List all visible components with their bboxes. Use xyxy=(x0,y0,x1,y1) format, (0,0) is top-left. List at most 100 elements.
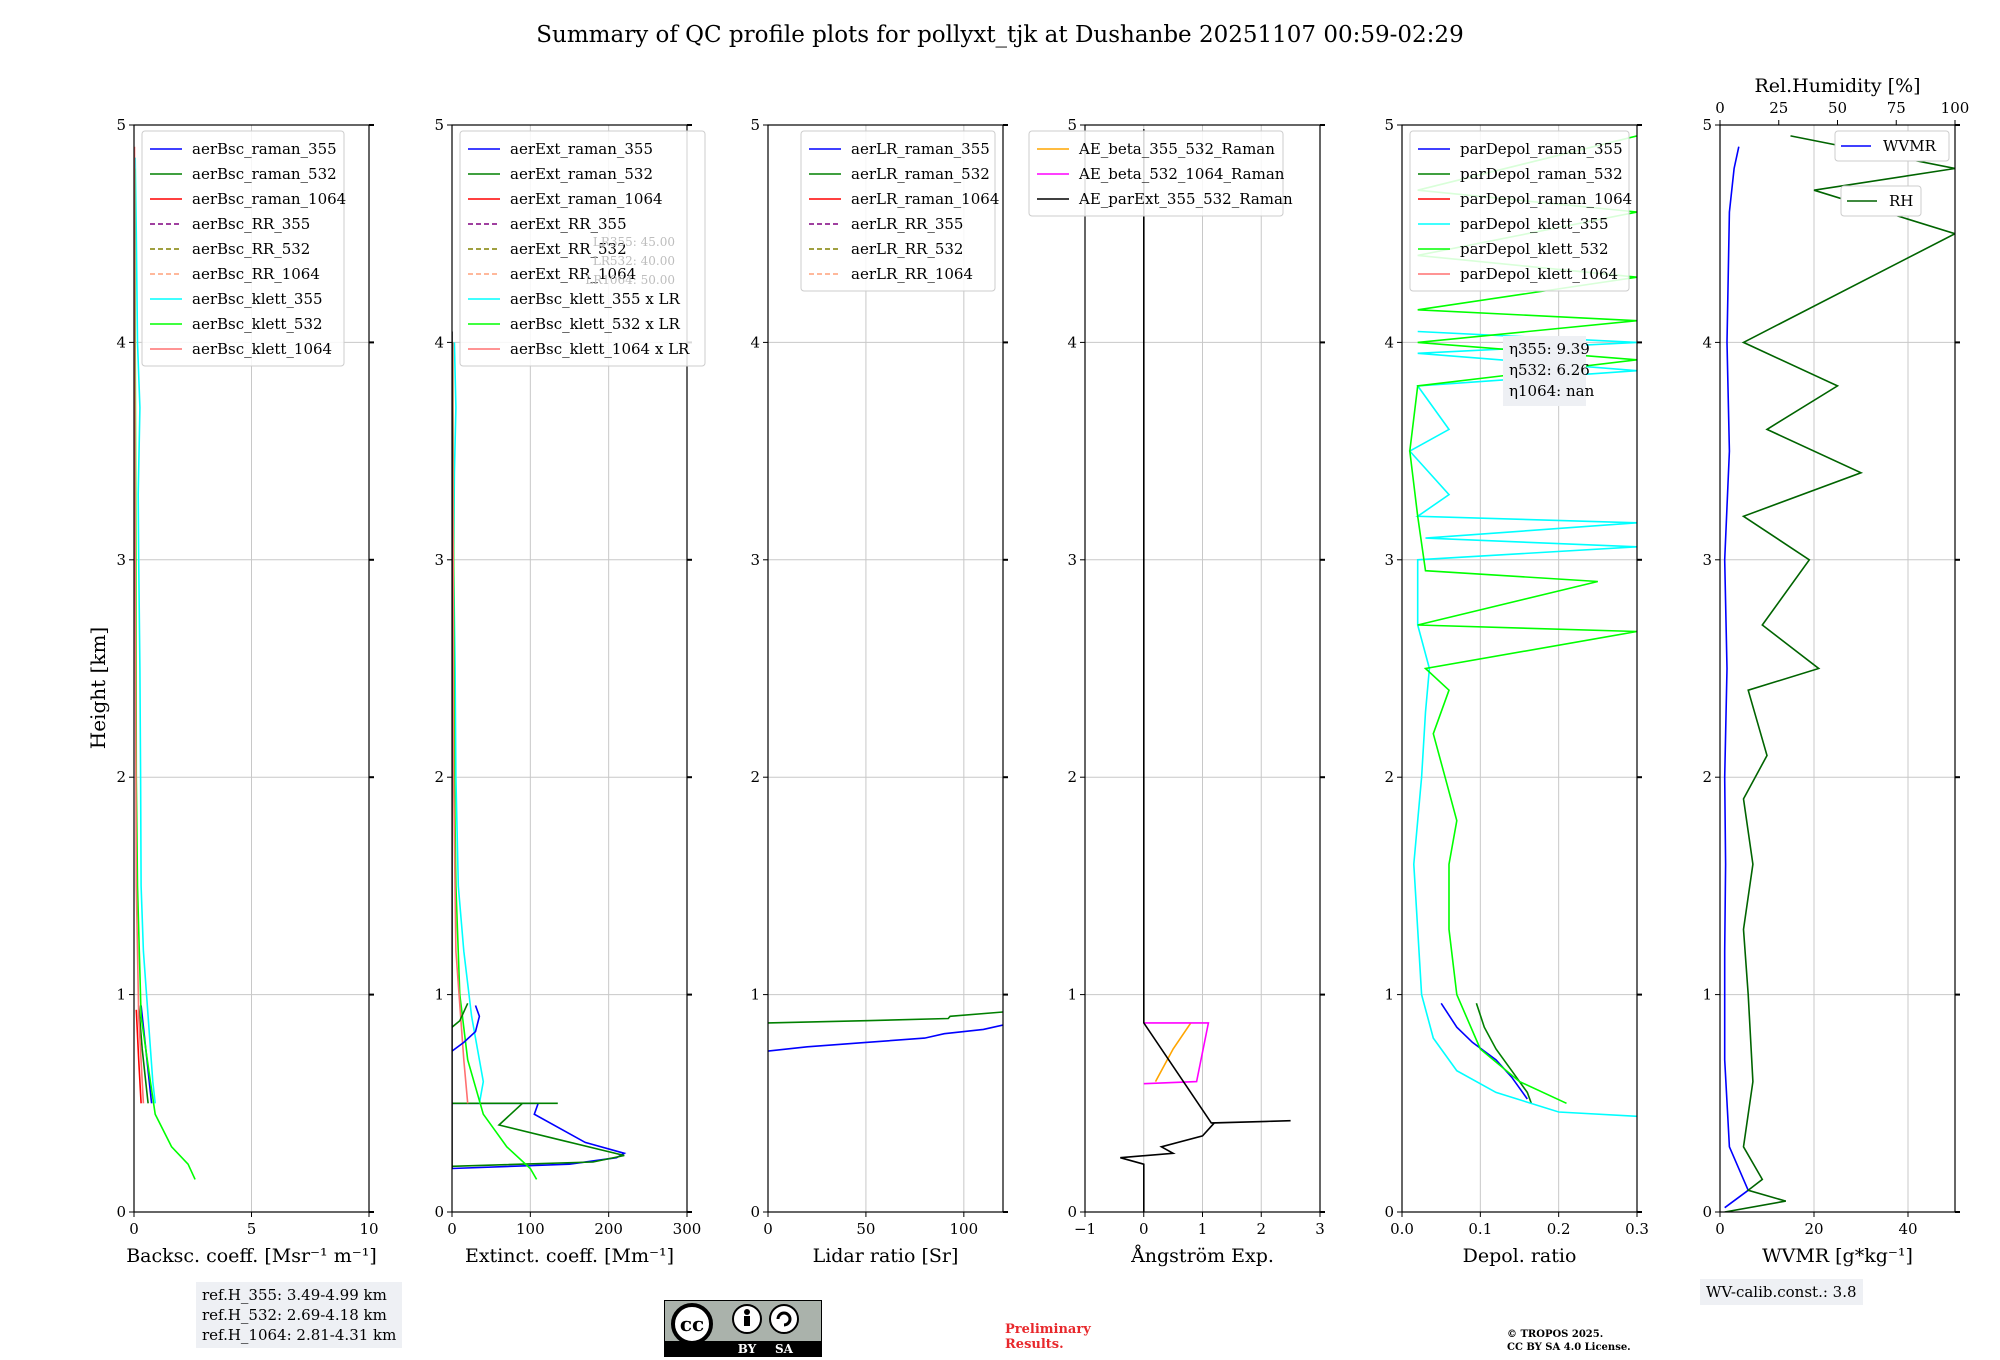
y-tick-label: 4 xyxy=(1702,333,1712,351)
legend: aerExt_raman_355 aerExt_raman_532 aerExt_r… xyxy=(459,130,706,367)
series-aerExt_raman_355 upper xyxy=(452,1005,481,1052)
legend-label-aerLR_raman_1064: aerLR_raman_1064 xyxy=(851,190,999,208)
x-tick-label: 0 xyxy=(1715,1220,1725,1238)
x-tick-label: 1 xyxy=(1198,1220,1208,1238)
reference-heights-box: ref.H_355: 3.49-4.99 km ref.H_532: 2.69-… xyxy=(196,1282,403,1348)
y-tick-label: 3 xyxy=(1702,551,1712,569)
series-parDepol_raman_532 xyxy=(1475,1003,1533,1104)
y-tick-label: 4 xyxy=(750,333,760,351)
x-tick-label: −1 xyxy=(1074,1220,1096,1238)
series-aerBsc_klett_1064 x LR xyxy=(452,342,469,1104)
y-tick-label: 5 xyxy=(1702,116,1712,134)
x-tick-label: 0.2 xyxy=(1547,1220,1571,1238)
legend-label-aerExt_raman_1064: aerExt_raman_1064 xyxy=(510,190,663,208)
cc-text: cc xyxy=(680,1312,704,1336)
legend: aerLR_raman_355 aerLR_raman_532 aerLR_rama… xyxy=(800,130,999,292)
y-tick-label: 2 xyxy=(1384,768,1394,786)
legend-box xyxy=(1028,130,1284,217)
series-RH xyxy=(1724,135,1955,1212)
eta-value: η532: 6.26 xyxy=(1509,361,1590,379)
y-tick-label: 1 xyxy=(1702,986,1712,1004)
series-aerExt_raman_355 xyxy=(452,1102,627,1170)
y-tick-label: 3 xyxy=(750,551,760,569)
x-tick-label: 10 xyxy=(359,1220,378,1238)
preliminary-results-note: Preliminary Results. xyxy=(1005,1322,1091,1352)
lidar-ratio-note: LR532: 40.00 xyxy=(593,254,675,268)
x-axis-label: WVMR [g*kg⁻¹] xyxy=(1762,1245,1913,1267)
legend-label-aerBsc_klett_1064 x LR: aerBsc_klett_1064 x LR xyxy=(510,340,690,358)
x-tick-label: 300 xyxy=(673,1220,702,1238)
y-tick-label: 2 xyxy=(1067,768,1077,786)
legend-label-aerBsc_klett_355: aerBsc_klett_355 xyxy=(192,290,323,308)
x-tick-label: 0 xyxy=(447,1220,457,1238)
series-AE_beta_355_532_Raman xyxy=(1154,1022,1192,1082)
lidar-ratio-note: LR1064: 50.00 xyxy=(585,273,675,287)
legend-label-aerBsc_raman_1064: aerBsc_raman_1064 xyxy=(192,190,346,208)
y-tick-label: 1 xyxy=(434,986,444,1004)
y-tick-label: 0 xyxy=(1702,1203,1712,1221)
y-axis-label: Height [km] xyxy=(86,627,110,749)
series-aerExt_raman_532 xyxy=(452,1102,625,1168)
eta-value: η1064: nan xyxy=(1509,382,1595,400)
eta-annotation-box: η355: 9.39 η532: 6.26 η1064: nan xyxy=(1503,336,1595,406)
series-parDepol_klett_355 xyxy=(1408,330,1637,1118)
axes-frame xyxy=(1719,124,1956,1213)
legend-label-aerExt_raman_532: aerExt_raman_532 xyxy=(510,165,653,183)
legend-label-parDepol_raman_355: parDepol_raman_355 xyxy=(1460,140,1623,158)
x-tick-label: 0 xyxy=(1139,1220,1149,1238)
y-tick-label: 4 xyxy=(1067,333,1077,351)
legend-label-aerExt_RR_532: aerExt_RR_532 xyxy=(510,240,627,258)
series-aerLR_raman_355 xyxy=(768,1024,1003,1052)
y-tick-label: 2 xyxy=(1702,768,1712,786)
y-tick-label: 3 xyxy=(1067,551,1077,569)
x-tick-label: 100 xyxy=(950,1220,979,1238)
top-x-tick-label: 25 xyxy=(1769,99,1788,117)
legend-label-aerBsc_raman_355: aerBsc_raman_355 xyxy=(192,140,337,158)
y-tick-label: 5 xyxy=(1067,116,1077,134)
x-tick-label: 5 xyxy=(247,1220,257,1238)
legend-label-aerLR_RR_355: aerLR_RR_355 xyxy=(851,215,963,233)
ref-height-355: ref.H_355: 3.49-4.99 km xyxy=(202,1286,387,1304)
legend-label: RH xyxy=(1889,192,1913,210)
legend-box xyxy=(459,130,706,367)
y-tick-label: 4 xyxy=(434,333,444,351)
panel-wv: 0 20 40 0 1 2 3 4 5 WVMR [g*kg⁻¹] 0 25 50 75 100 Rel.Hu… xyxy=(1702,75,1969,1267)
share-alike-icon xyxy=(769,1304,799,1334)
y-tick-label: 1 xyxy=(750,986,760,1004)
series-aerExt_raman_532 upper xyxy=(452,1002,469,1028)
x-axis-label: Backsc. coeff. [Msr⁻¹ m⁻¹] xyxy=(126,1245,377,1267)
legend-WVMR: WVMR xyxy=(1834,130,1950,162)
x-tick-label: 0.3 xyxy=(1625,1220,1649,1238)
legend-box xyxy=(800,130,996,292)
axes-frame xyxy=(1401,124,1638,1213)
panel-ext: 0 100 200 300 0 1 2 3 4 5 Extinct. coeff. [Mm⁻¹] ae… xyxy=(434,116,706,1267)
y-tick-label: 5 xyxy=(116,116,126,134)
x-axis-label: Extinct. coeff. [Mm⁻¹] xyxy=(465,1245,674,1267)
eta-box xyxy=(1503,336,1586,406)
legend-label-parDepol_raman_532: parDepol_raman_532 xyxy=(1460,165,1623,183)
series-AE_beta_532_1064_Raman xyxy=(1143,1022,1210,1085)
figure-title: Summary of QC profile plots for pollyxt_… xyxy=(536,22,1464,48)
legend-label-aerBsc_RR_355: aerBsc_RR_355 xyxy=(192,215,310,233)
series-WVMR xyxy=(1723,146,1750,1209)
series-aerBsc_raman_1064 xyxy=(135,1009,142,1104)
y-tick-label: 2 xyxy=(434,768,444,786)
y-tick-label: 5 xyxy=(750,116,760,134)
y-tick-label: 3 xyxy=(434,551,444,569)
legend-box xyxy=(1840,185,1922,217)
by-label: BY xyxy=(738,1342,757,1356)
series-aerBsc_klett_1064 xyxy=(134,146,145,1104)
y-tick-label: 4 xyxy=(1384,333,1394,351)
preliminary-line-2: Results. xyxy=(1005,1337,1064,1352)
y-tick-label: 0 xyxy=(434,1203,444,1221)
legend-label-aerBsc_klett_532: aerBsc_klett_532 xyxy=(192,315,323,333)
legend: aerBsc_raman_355 aerBsc_raman_532 aerBsc_r… xyxy=(141,130,346,367)
legend-label-aerBsc_klett_355 x LR: aerBsc_klett_355 x LR xyxy=(510,290,681,308)
legend-box xyxy=(1834,130,1950,162)
x-tick-label: 0 xyxy=(129,1220,139,1238)
y-tick-label: 3 xyxy=(116,551,126,569)
x-tick-label: 50 xyxy=(856,1220,875,1238)
x-tick-label: 0 xyxy=(763,1220,773,1238)
series-AE_parExt_355_532_Raman xyxy=(1120,129,1291,1212)
cc-icon xyxy=(671,1303,713,1345)
